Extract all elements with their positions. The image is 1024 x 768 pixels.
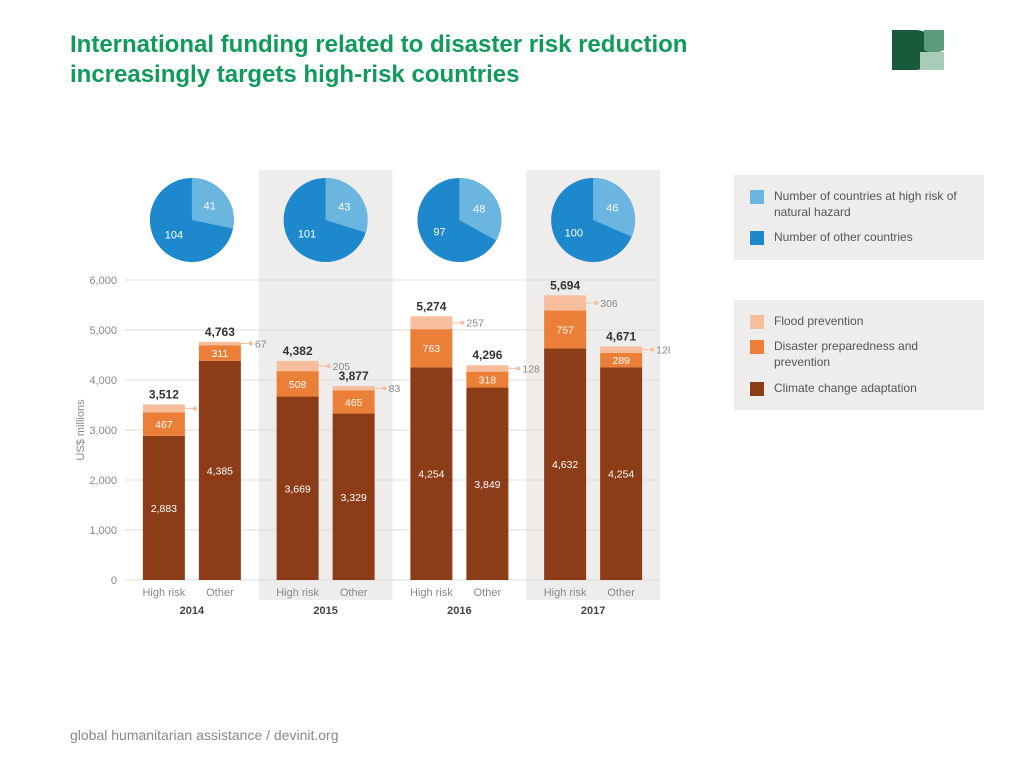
svg-text:97: 97 — [433, 227, 445, 239]
svg-text:2016: 2016 — [447, 605, 471, 617]
svg-text:5,000: 5,000 — [89, 325, 117, 337]
legend-label: Flood prevention — [774, 314, 863, 330]
legend-item: Disaster preparedness and prevention — [750, 339, 968, 370]
svg-text:311: 311 — [212, 348, 229, 360]
legend-item: Climate change adaptation — [750, 381, 968, 397]
svg-text:46: 46 — [606, 202, 618, 214]
svg-text:289: 289 — [612, 355, 630, 367]
svg-text:High risk: High risk — [276, 587, 319, 599]
svg-text:508: 508 — [289, 379, 307, 391]
legends: Number of countries at high risk of natu… — [734, 175, 984, 450]
chart: 0 1,000 2,000 3,000 4,000 5,000 6,000 US$ milli… — [70, 150, 670, 630]
svg-text:1,000: 1,000 — [89, 525, 117, 537]
svg-text:Other: Other — [340, 587, 368, 599]
legend-item: Flood prevention — [750, 314, 968, 330]
svg-text:3,669: 3,669 — [284, 483, 310, 495]
svg-text:2,000: 2,000 — [89, 475, 117, 487]
chart-svg: 0 1,000 2,000 3,000 4,000 5,000 6,000 US$ milli… — [70, 150, 670, 630]
svg-text:High risk: High risk — [544, 587, 587, 599]
legend-swatch — [750, 231, 764, 245]
svg-text:5,694: 5,694 — [550, 278, 580, 292]
legend-swatch — [750, 382, 764, 396]
svg-text:4,000: 4,000 — [89, 375, 117, 387]
svg-text:4,254: 4,254 — [418, 469, 444, 481]
svg-text:Other: Other — [206, 587, 234, 599]
svg-text:4,385: 4,385 — [207, 465, 233, 477]
svg-text:104: 104 — [165, 230, 183, 242]
svg-text:2014: 2014 — [180, 605, 205, 617]
legend-label: Climate change adaptation — [774, 381, 917, 397]
svg-text:67: 67 — [255, 339, 267, 351]
svg-text:2017: 2017 — [581, 605, 605, 617]
legend-item: Number of countries at high risk of natu… — [750, 189, 968, 220]
svg-text:4,763: 4,763 — [205, 325, 235, 339]
svg-text:3,877: 3,877 — [339, 369, 369, 383]
svg-text:4,382: 4,382 — [283, 344, 313, 358]
svg-text:5,274: 5,274 — [416, 299, 446, 313]
svg-text:US$ millions: US$ millions — [75, 399, 87, 461]
svg-text:3,849: 3,849 — [474, 479, 500, 491]
chart-title: International funding related to disaste… — [70, 30, 770, 90]
svg-text:465: 465 — [345, 397, 363, 409]
svg-text:4,632: 4,632 — [552, 459, 578, 471]
svg-text:257: 257 — [466, 318, 484, 330]
svg-text:4,671: 4,671 — [606, 329, 636, 343]
svg-text:306: 306 — [600, 298, 618, 310]
svg-text:2,883: 2,883 — [151, 503, 177, 515]
svg-text:3,512: 3,512 — [149, 387, 179, 401]
svg-text:763: 763 — [423, 343, 441, 355]
legend-label: Disaster preparedness and prevention — [774, 339, 968, 370]
svg-text:High risk: High risk — [410, 587, 453, 599]
legend-label: Number of other countries — [774, 230, 913, 246]
svg-text:128: 128 — [656, 345, 670, 357]
svg-text:High risk: High risk — [142, 587, 185, 599]
svg-text:4,254: 4,254 — [608, 469, 634, 481]
svg-text:Other: Other — [474, 587, 502, 599]
svg-text:48: 48 — [473, 203, 485, 215]
footer-credit: global humanitarian assistance / devinit… — [70, 727, 339, 743]
svg-text:3,000: 3,000 — [89, 425, 117, 437]
legend-item: Number of other countries — [750, 230, 968, 246]
svg-text:0: 0 — [111, 575, 117, 587]
legend-swatch — [750, 190, 764, 204]
svg-text:83: 83 — [389, 383, 401, 395]
header: International funding related to disaste… — [70, 30, 944, 90]
svg-text:101: 101 — [298, 229, 316, 241]
brand-logo — [892, 30, 944, 70]
svg-text:467: 467 — [155, 419, 173, 431]
legend-bar: Flood prevention Disaster preparedness an… — [734, 300, 984, 410]
svg-text:100: 100 — [565, 228, 583, 240]
svg-text:43: 43 — [338, 201, 350, 213]
svg-text:2015: 2015 — [313, 605, 337, 617]
svg-text:128: 128 — [522, 363, 540, 375]
legend-pie: Number of countries at high risk of natu… — [734, 175, 984, 260]
svg-text:4,296: 4,296 — [472, 348, 502, 362]
svg-text:757: 757 — [556, 324, 574, 336]
legend-swatch — [750, 315, 764, 329]
svg-text:3,329: 3,329 — [340, 492, 366, 504]
svg-text:41: 41 — [204, 200, 216, 212]
svg-text:Other: Other — [607, 587, 635, 599]
legend-swatch — [750, 340, 764, 354]
legend-label: Number of countries at high risk of natu… — [774, 189, 968, 220]
svg-text:6,000: 6,000 — [89, 275, 117, 287]
svg-text:318: 318 — [479, 375, 497, 387]
